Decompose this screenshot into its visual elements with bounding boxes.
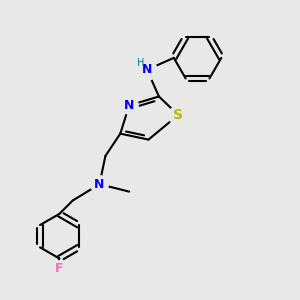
Text: S: S (173, 108, 183, 122)
Text: N: N (94, 178, 105, 191)
Text: F: F (55, 262, 64, 275)
Text: N: N (124, 99, 134, 112)
Text: N: N (142, 63, 152, 76)
Text: H: H (137, 58, 144, 68)
